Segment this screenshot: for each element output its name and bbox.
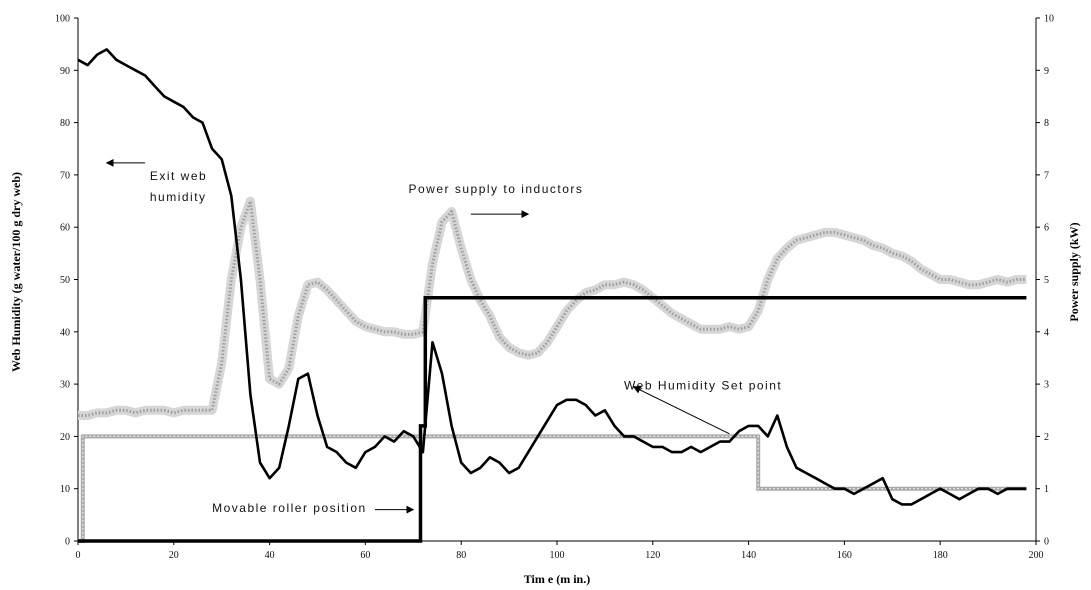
y2-axis-title: Power supply (kW) — [1067, 222, 1081, 321]
y-tick-label: 90 — [60, 66, 70, 77]
y2-tick-label: 8 — [1044, 118, 1049, 129]
annotation-power-supply: Power supply to inductors — [409, 182, 584, 219]
y-tick-label: 30 — [60, 380, 70, 391]
roller-step — [78, 296, 1027, 543]
annotation-text: humidity — [150, 190, 207, 204]
x-tick-label: 200 — [1029, 550, 1044, 561]
x-tick-label: 160 — [837, 550, 852, 561]
annotation-set-point: Web Humidity Set point — [624, 378, 782, 435]
x-tick-label: 100 — [550, 550, 565, 561]
y-tick-label: 20 — [60, 432, 70, 443]
y-tick-label: 40 — [60, 327, 70, 338]
y-tick-label: 0 — [65, 537, 70, 548]
humidity-trace — [77, 48, 1027, 506]
x-tick-label: 180 — [933, 550, 948, 561]
y-tick-label: 80 — [60, 118, 70, 129]
series-layer — [77, 48, 1027, 543]
annotation-roller-position: Movable roller position — [212, 501, 415, 515]
x-axis-title: Tim e (m in.) — [524, 572, 590, 586]
y-axis-title: Web Humidity (g water/100 g dry web) — [9, 172, 23, 372]
annotation-text: Power supply to inductors — [409, 182, 584, 196]
power-supply-band — [78, 196, 1027, 420]
power-supply-band-core — [78, 199, 1027, 417]
x-tick-label: 80 — [456, 550, 466, 561]
y-tick-label: 70 — [60, 170, 70, 181]
annotation-arrow — [632, 386, 730, 435]
y2-tick-label: 3 — [1044, 380, 1049, 391]
power-supply-line — [78, 196, 1027, 420]
movable-roller-position-line — [78, 296, 1027, 543]
y2-tick-label: 9 — [1044, 66, 1049, 77]
y-tick-label: 60 — [60, 223, 70, 234]
exit-web-humidity-line — [77, 48, 1027, 506]
set-point-step — [78, 434, 1027, 543]
y2-tick-label: 2 — [1044, 432, 1049, 443]
y-tick-label: 100 — [55, 14, 70, 25]
x-tick-label: 0 — [76, 550, 81, 561]
x-tick-label: 60 — [360, 550, 370, 561]
y-tick-label: 10 — [60, 484, 70, 495]
y-tick-label: 50 — [60, 275, 70, 286]
annotation-text: Exit web — [150, 169, 207, 183]
y2-tick-label: 1 — [1044, 484, 1049, 495]
y2-tick-label: 4 — [1044, 327, 1049, 338]
y2-tick-label: 10 — [1044, 14, 1054, 25]
x-tick-label: 120 — [645, 550, 660, 561]
x-tick-label: 20 — [169, 550, 179, 561]
x-tick-label: 140 — [741, 550, 756, 561]
y2-tick-label: 5 — [1044, 275, 1049, 286]
annotation-text: Movable roller position — [212, 501, 367, 515]
annotation-text: Web Humidity Set point — [624, 378, 782, 392]
annotation-exit-humidity: Exit web humidity — [105, 158, 207, 204]
y2-tick-label: 0 — [1044, 537, 1049, 548]
x-tick-label: 40 — [265, 550, 275, 561]
y2-tick-label: 6 — [1044, 223, 1049, 234]
annotation-layer: Exit web humidity Power supply to inductor… — [105, 158, 782, 515]
y2-tick-label: 7 — [1044, 170, 1049, 181]
humidity-set-point-line — [78, 434, 1027, 543]
